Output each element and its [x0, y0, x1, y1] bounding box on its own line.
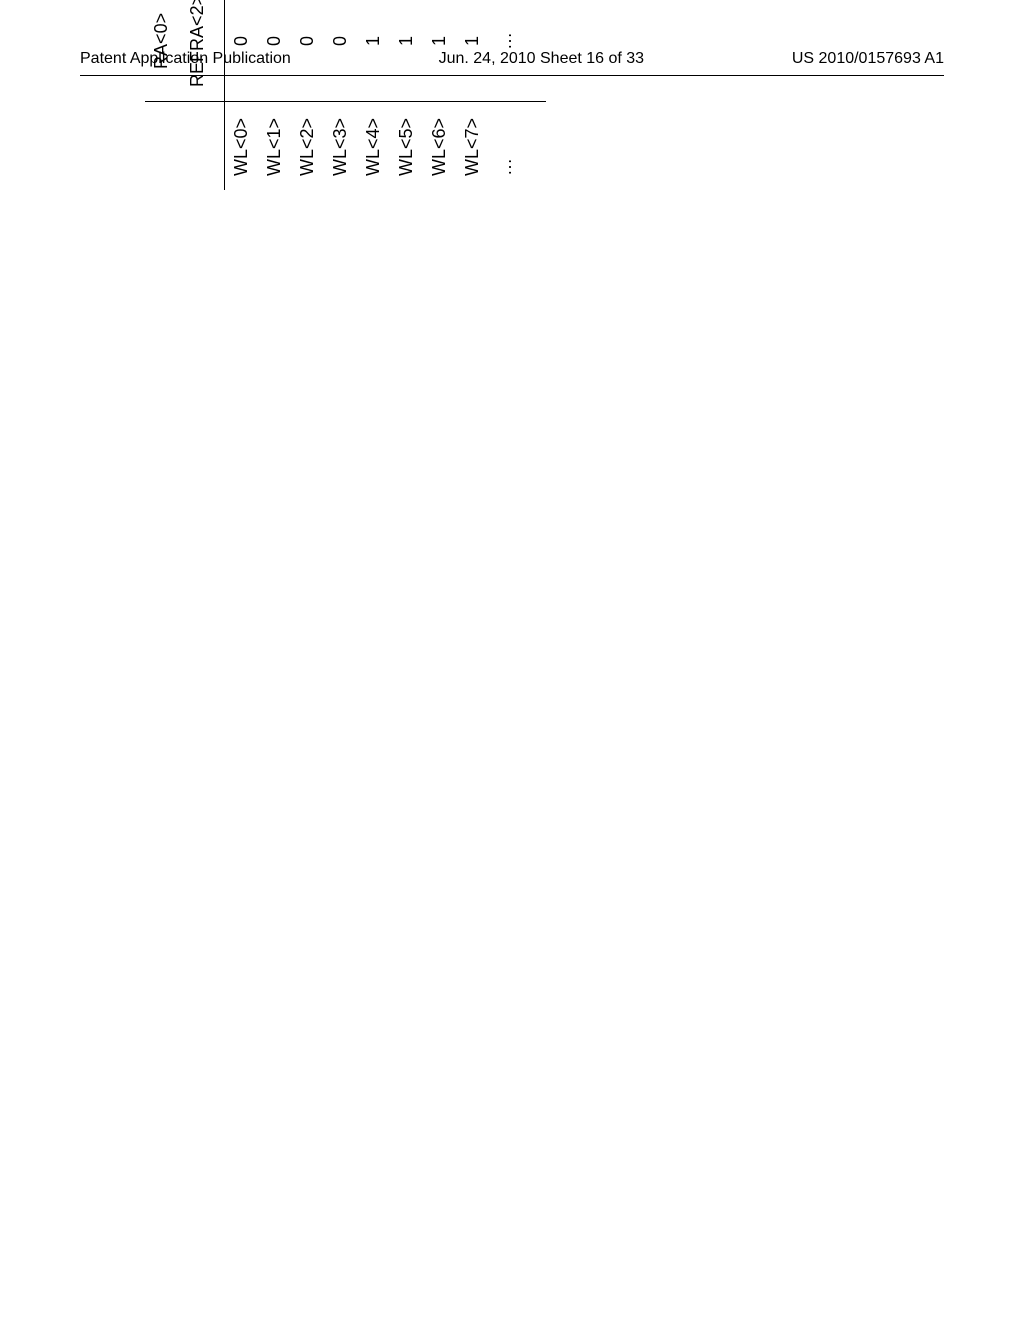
cell: 0	[258, 0, 291, 101]
col-header-refra2: REFRA<2>	[174, 0, 225, 101]
table-header-row-1: RA<0> RA<1> RA<2> RA<3> ⋮ RA<Z-3> RA<Z-2…	[145, 0, 174, 190]
cell: …	[489, 0, 546, 101]
row-label: WL<2>	[291, 101, 324, 190]
cell: 1	[456, 0, 489, 101]
table-row: WL<2> 0 0 0 0 ⋮ 0 0 0 1	[291, 0, 324, 190]
blank-corner	[145, 101, 174, 190]
table-header-row-2: REFRA<2> REFRA<3> REFRA<4> REFRA<5> ⋮ RE…	[174, 0, 225, 190]
cell: 0	[324, 0, 357, 101]
table-row: WL<7> 1 0 0 0 ⋮ 0 0 1 1	[456, 0, 489, 190]
row-label: WL<5>	[390, 101, 423, 190]
row-label: WL<6>	[423, 101, 456, 190]
cell: 1	[357, 0, 390, 101]
row-label: WL<4>	[357, 101, 390, 190]
header-right: US 2010/0157693 A1	[792, 50, 944, 68]
table-row: WL<6> 1 0 0 0 ⋮ 0 0 0 1	[423, 0, 456, 190]
row-label: WL<7>	[456, 101, 489, 190]
col-header-ra0: RA<0>	[145, 0, 174, 101]
cell: 0	[225, 0, 259, 101]
table-row: WL<0> 0 0 0 0 ⋮ 0 0 0 0	[225, 0, 259, 190]
data-table: RA<0> RA<1> RA<2> RA<3> ⋮ RA<Z-3> RA<Z-2…	[145, 0, 546, 190]
table-body: WL<0> 0 0 0 0 ⋮ 0 0 0 0 WL<1> 0 0 0 0	[225, 0, 547, 190]
row-label: …	[489, 101, 546, 190]
cell: 1	[390, 0, 423, 101]
table-row: WL<3> 0 0 0 0 ⋮ 0 0 1 1	[324, 0, 357, 190]
blank-corner-2	[174, 101, 225, 190]
row-label: WL<1>	[258, 101, 291, 190]
cell: 1	[423, 0, 456, 101]
row-label: WL<3>	[324, 101, 357, 190]
row-label: WL<0>	[225, 101, 259, 190]
table-row: WL<4> 1 0 0 0 ⋮ 0 0 0 0	[357, 0, 390, 190]
table-row: WL<1> 0 0 0 0 ⋮ 0 0 1 0	[258, 0, 291, 190]
cell: 0	[291, 0, 324, 101]
table-row: WL<5> 1 0 0 0 ⋮ 0 0 1 0	[390, 0, 423, 190]
figure-container: RA<0> RA<1> RA<2> RA<3> ⋮ RA<Z-3> RA<Z-2…	[145, 0, 598, 190]
table-row: … … … … … … … … … …	[489, 0, 546, 190]
